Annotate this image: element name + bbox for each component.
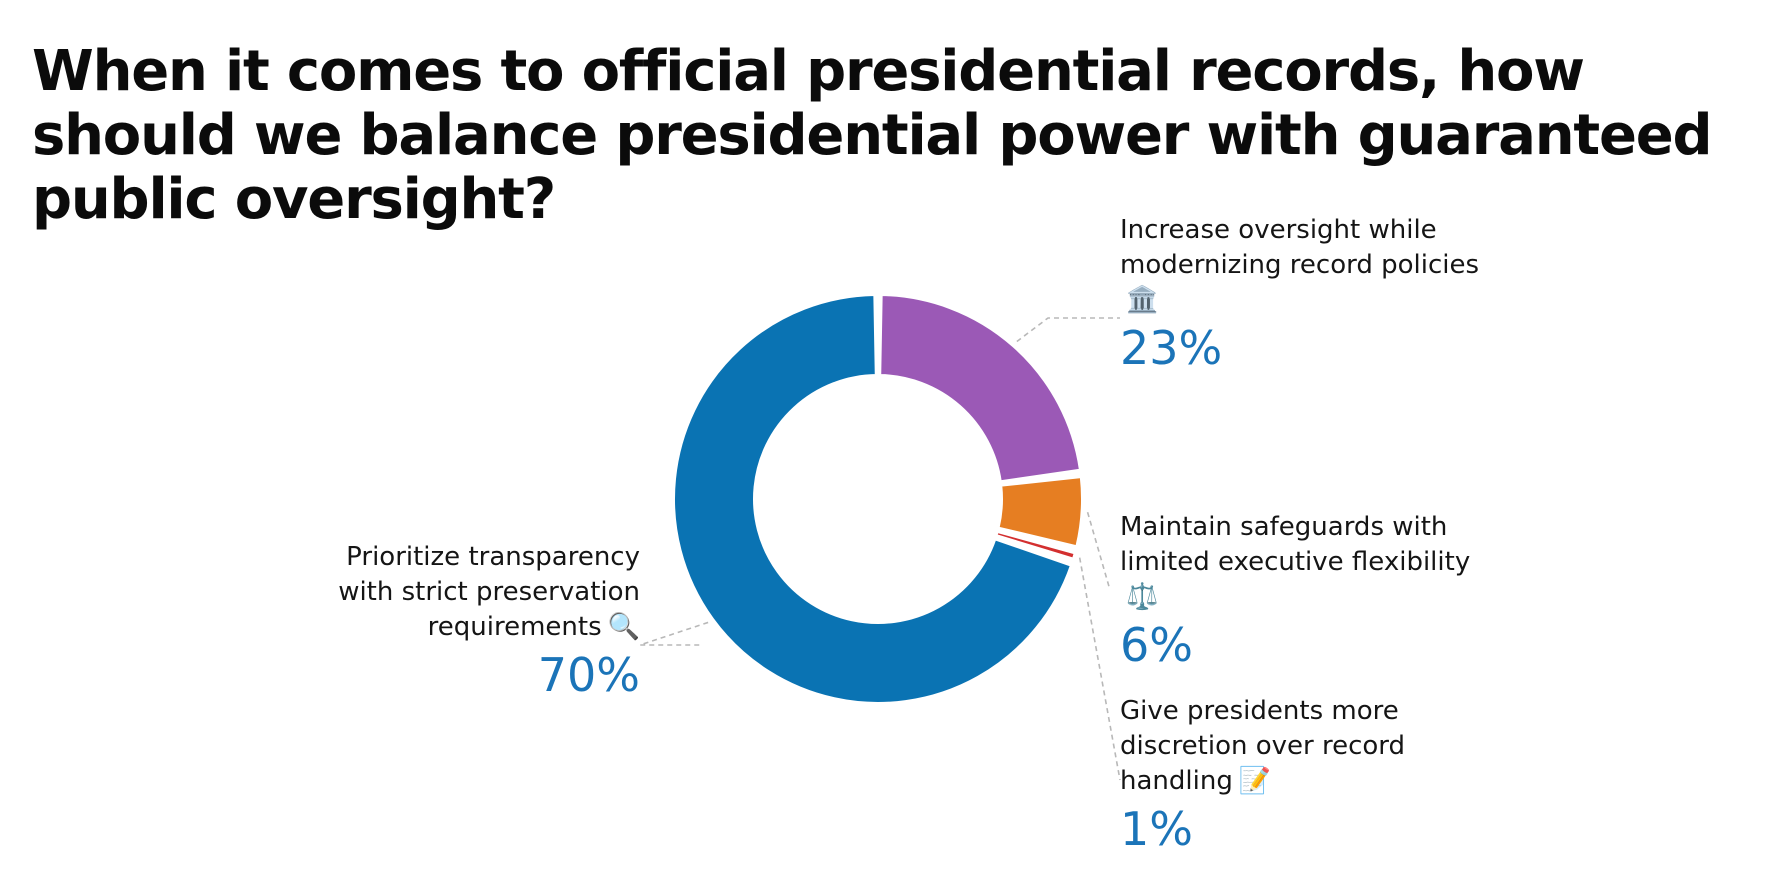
memo-icon: 📝 bbox=[1238, 766, 1272, 796]
chart-title: When it comes to official presidential r… bbox=[32, 39, 1713, 232]
percent-value: 23% bbox=[1120, 321, 1223, 375]
donut-slice-3 bbox=[995, 530, 1076, 560]
donut-slice-2 bbox=[997, 476, 1083, 548]
percent-value: 6% bbox=[1120, 618, 1193, 672]
leader-lines bbox=[639, 317, 1121, 781]
leader-line-3 bbox=[1078, 557, 1121, 781]
percent-value: 1% bbox=[1120, 802, 1193, 856]
building-icon: 🏛️ bbox=[1126, 285, 1159, 315]
leader-line-4 bbox=[639, 621, 709, 646]
percent-value: 70% bbox=[537, 648, 640, 702]
label-give-discretion: Give presidents more discretion over rec… bbox=[1120, 694, 1460, 857]
donut-slices bbox=[673, 294, 1083, 704]
leader-line-1 bbox=[1016, 317, 1120, 343]
leader-line-2 bbox=[1086, 511, 1111, 591]
label-text: Give presidents more discretion over rec… bbox=[1120, 696, 1406, 796]
magnifier-icon: 🔍 bbox=[607, 612, 640, 642]
donut-slice-1 bbox=[879, 294, 1081, 483]
donut-slice-4 bbox=[673, 294, 1072, 704]
label-text: Maintain safeguards with limited executi… bbox=[1120, 512, 1471, 577]
label-text: Prioritize transparency with strict pres… bbox=[338, 542, 640, 642]
label-maintain-safeguards: Maintain safeguards with limited executi… bbox=[1120, 510, 1480, 673]
scales-icon: ⚖️ bbox=[1126, 582, 1159, 612]
label-increase-oversight: Increase oversight while modernizing rec… bbox=[1120, 213, 1480, 376]
label-prioritize-transparency: Prioritize transparency with strict pres… bbox=[300, 540, 640, 703]
label-text: Increase oversight while modernizing rec… bbox=[1120, 215, 1480, 280]
